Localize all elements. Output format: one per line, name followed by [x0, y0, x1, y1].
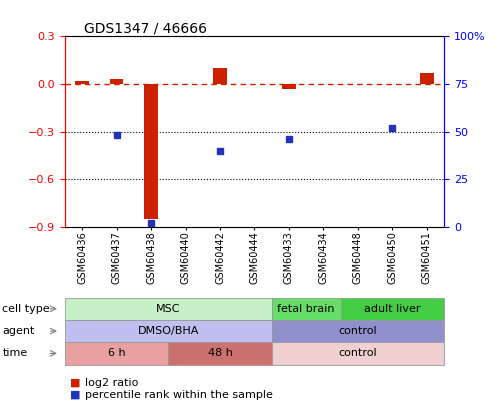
Bar	[213, 68, 227, 84]
Text: 48 h: 48 h	[208, 348, 233, 358]
Bar	[282, 84, 296, 89]
Text: time: time	[2, 348, 28, 358]
Text: fetal brain: fetal brain	[277, 304, 335, 314]
Text: percentile rank within the sample: percentile rank within the sample	[85, 390, 273, 400]
Text: log2 ratio: log2 ratio	[85, 378, 138, 388]
Text: GDS1347 / 46666: GDS1347 / 46666	[84, 21, 207, 35]
Text: control: control	[339, 348, 377, 358]
Text: cell type: cell type	[2, 304, 50, 314]
Text: MSC: MSC	[156, 304, 181, 314]
Text: ■: ■	[70, 378, 80, 388]
Bar	[144, 84, 158, 219]
Bar	[420, 73, 434, 84]
Bar	[75, 81, 89, 84]
Text: agent: agent	[2, 326, 35, 336]
Text: adult liver: adult liver	[364, 304, 421, 314]
Text: ■: ■	[70, 390, 80, 400]
Text: 6 h: 6 h	[108, 348, 125, 358]
Text: DMSO/BHA: DMSO/BHA	[138, 326, 199, 336]
Text: control: control	[339, 326, 377, 336]
Bar	[110, 79, 123, 84]
